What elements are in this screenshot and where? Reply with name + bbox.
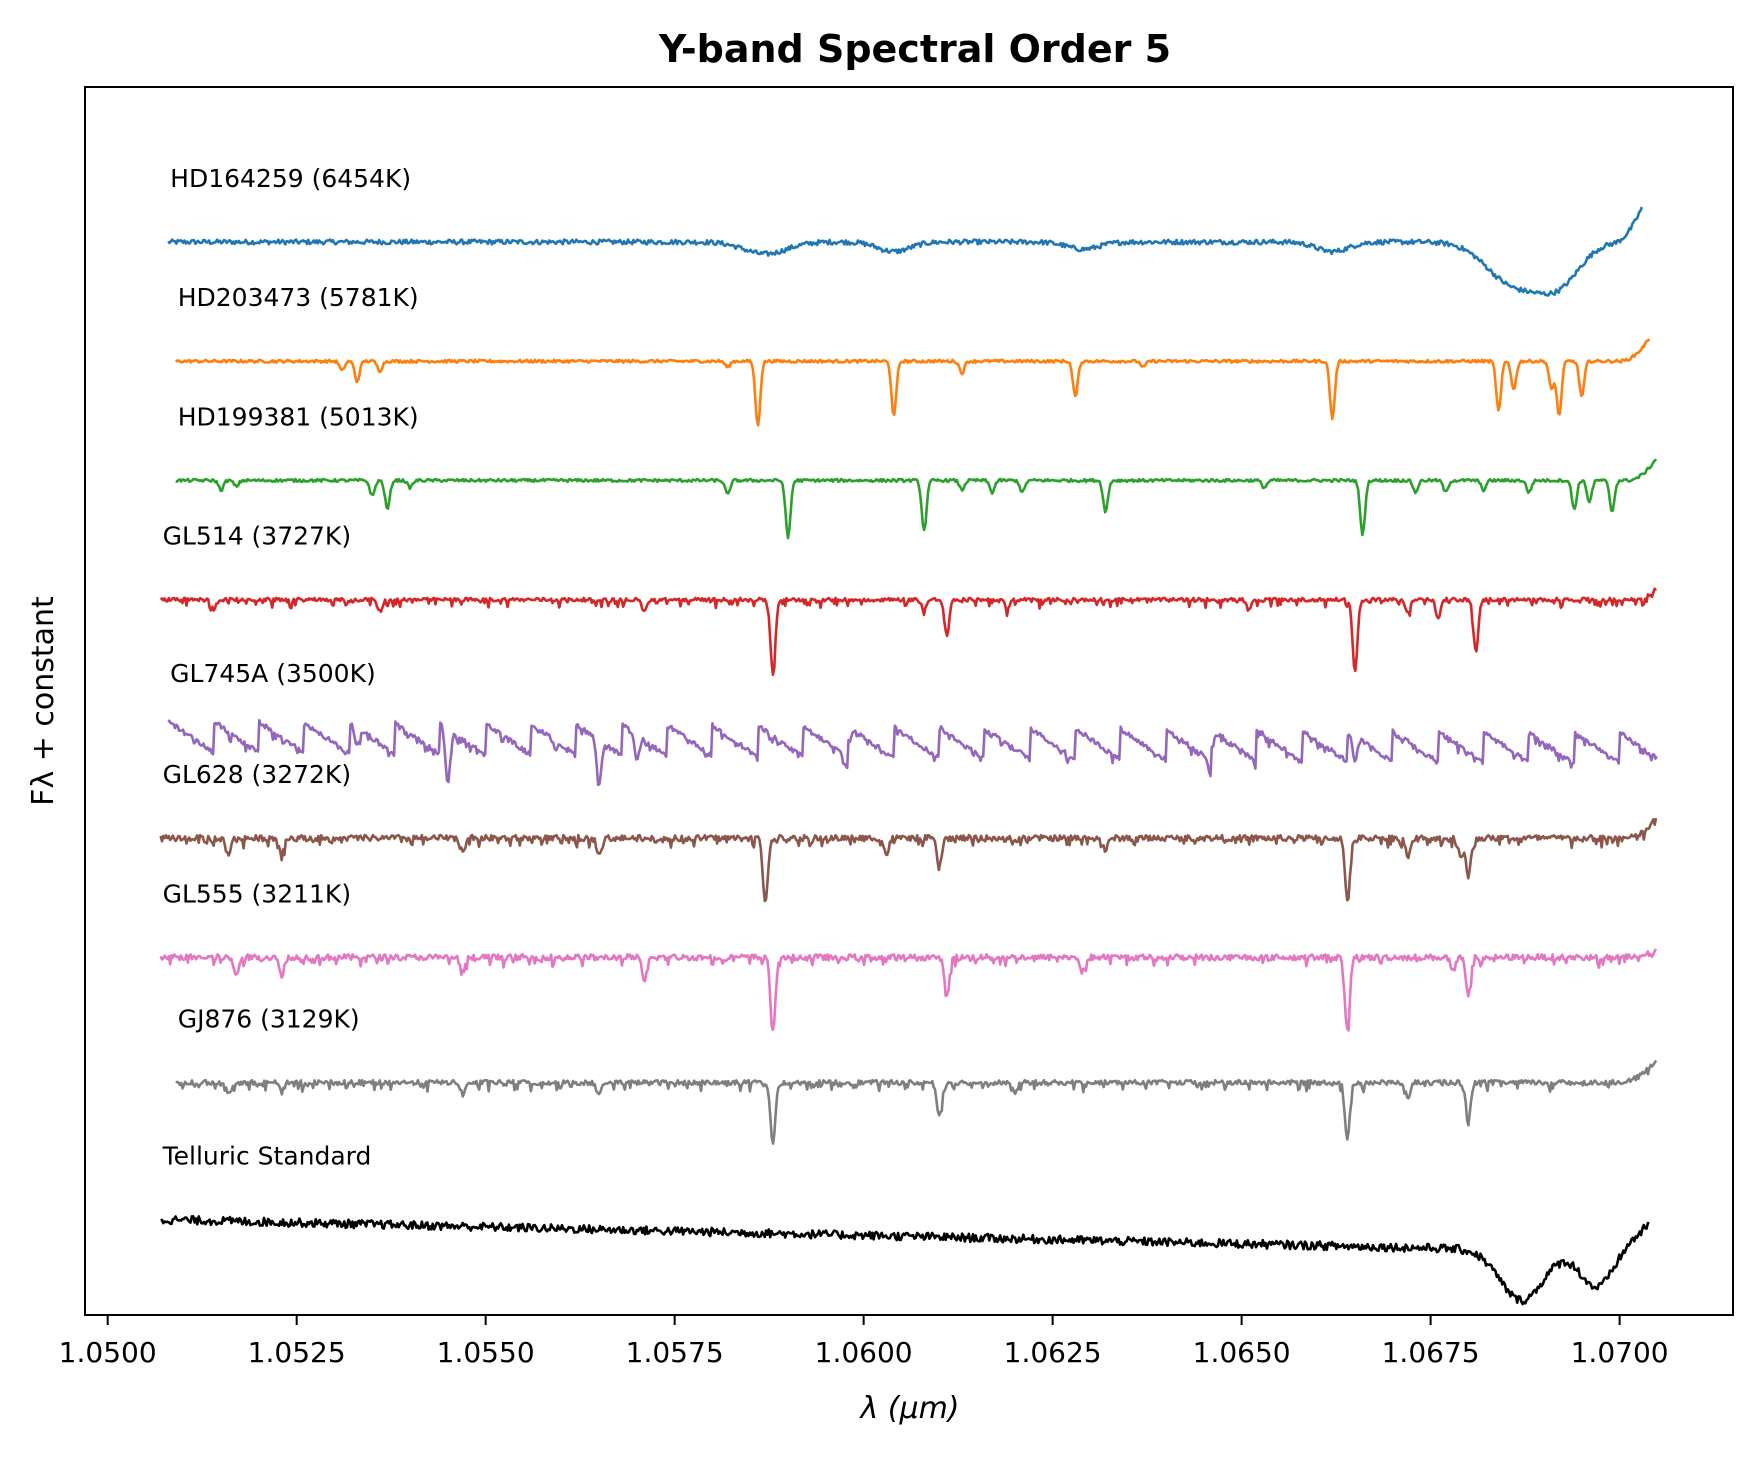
x-tick-label: 1.0700 xyxy=(1571,1336,1669,1369)
series-label: GL514 (3727K) xyxy=(163,522,351,551)
series-label: GL745A (3500K) xyxy=(170,659,376,688)
series-label: Telluric Standard xyxy=(162,1142,372,1171)
x-tick-label: 1.0625 xyxy=(1004,1336,1102,1369)
x-tick-label: 1.0525 xyxy=(248,1336,346,1369)
series-line xyxy=(167,719,1658,787)
series-line xyxy=(167,206,1644,297)
series-line xyxy=(175,1059,1658,1145)
x-tick-label: 1.0550 xyxy=(437,1336,535,1369)
x-tick-label: 1.0650 xyxy=(1193,1336,1291,1369)
series-line xyxy=(159,817,1658,903)
series-line xyxy=(160,1215,1650,1306)
x-tick-label: 1.0500 xyxy=(59,1336,157,1369)
series-labels: HD164259 (6454K) HD203473 (5781K) HD199381… xyxy=(162,164,419,1171)
x-ticks: 1.0500 1.0525 1.0550 1.0575 1.0600 1.0625 1.06… xyxy=(59,1315,1669,1369)
series-line xyxy=(174,338,1651,427)
chart-title: Y-band Spectral Order 5 xyxy=(658,27,1171,71)
series-group xyxy=(159,206,1658,1306)
series-label: GJ876 (3129K) xyxy=(178,1005,360,1034)
series-label: GL628 (3272K) xyxy=(163,760,351,789)
x-axis-label: λ (μm) xyxy=(858,1391,959,1426)
series-line xyxy=(159,587,1658,677)
x-tick-label: 1.0575 xyxy=(626,1336,724,1369)
series-line xyxy=(175,458,1658,540)
series-label: HD199381 (5013K) xyxy=(178,402,419,431)
y-axis-label: Fλ + constant xyxy=(26,596,61,806)
series-label: GL555 (3211K) xyxy=(163,879,351,908)
series-label: HD203473 (5781K) xyxy=(178,283,419,312)
x-tick-label: 1.0600 xyxy=(815,1336,913,1369)
series-label: HD164259 (6454K) xyxy=(170,164,411,193)
plot-frame xyxy=(84,86,1734,1316)
x-tick-label: 1.0675 xyxy=(1382,1336,1480,1369)
series-line xyxy=(159,948,1658,1032)
